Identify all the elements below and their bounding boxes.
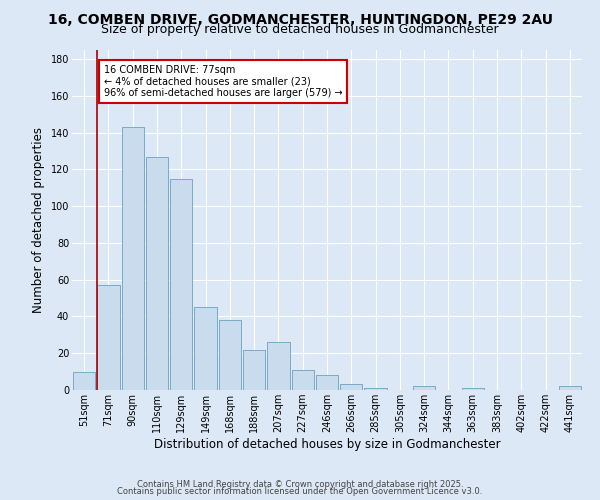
Text: Contains HM Land Registry data © Crown copyright and database right 2025.: Contains HM Land Registry data © Crown c… xyxy=(137,480,463,489)
Bar xyxy=(461,388,484,390)
Bar xyxy=(316,376,338,390)
Bar xyxy=(122,127,144,390)
Bar xyxy=(292,370,314,390)
Bar xyxy=(146,156,168,390)
Bar xyxy=(194,308,217,390)
Bar xyxy=(170,178,193,390)
Text: 16 COMBEN DRIVE: 77sqm
← 4% of detached houses are smaller (23)
96% of semi-deta: 16 COMBEN DRIVE: 77sqm ← 4% of detached … xyxy=(104,64,342,98)
Bar xyxy=(413,386,436,390)
Bar xyxy=(243,350,265,390)
Bar xyxy=(559,386,581,390)
Text: Contains public sector information licensed under the Open Government Licence v3: Contains public sector information licen… xyxy=(118,487,482,496)
Text: Size of property relative to detached houses in Godmanchester: Size of property relative to detached ho… xyxy=(101,24,499,36)
Bar xyxy=(267,342,290,390)
Bar xyxy=(73,372,95,390)
X-axis label: Distribution of detached houses by size in Godmanchester: Distribution of detached houses by size … xyxy=(154,438,500,451)
Y-axis label: Number of detached properties: Number of detached properties xyxy=(32,127,45,313)
Bar xyxy=(218,320,241,390)
Bar xyxy=(97,285,119,390)
Bar xyxy=(340,384,362,390)
Bar xyxy=(364,388,387,390)
Text: 16, COMBEN DRIVE, GODMANCHESTER, HUNTINGDON, PE29 2AU: 16, COMBEN DRIVE, GODMANCHESTER, HUNTING… xyxy=(47,12,553,26)
